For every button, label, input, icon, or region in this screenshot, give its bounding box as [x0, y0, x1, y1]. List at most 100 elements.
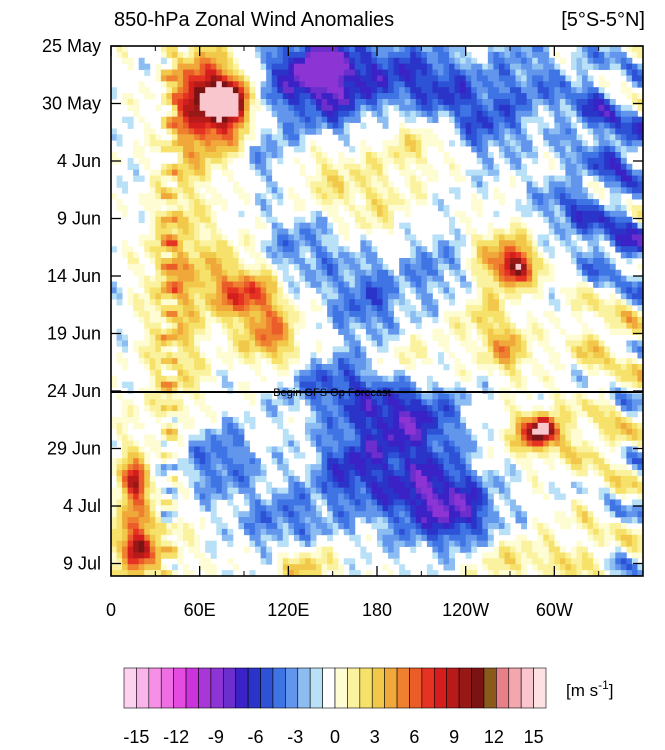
- field-cell: [570, 146, 577, 153]
- field-cell: [244, 122, 250, 129]
- field-cell: [620, 87, 627, 94]
- field-cell: [582, 69, 588, 76]
- field-cell: [576, 358, 583, 365]
- field-cell: [449, 316, 455, 324]
- field-cell: [288, 299, 295, 306]
- field-cell: [626, 163, 633, 171]
- field-cell: [293, 69, 300, 76]
- field-cell: [183, 240, 189, 247]
- field-cell: [138, 422, 145, 430]
- field-cell: [244, 322, 250, 330]
- field-cell: [343, 352, 350, 359]
- field-cell: [210, 428, 217, 436]
- field-cell: [144, 122, 151, 129]
- field-cell: [210, 222, 217, 229]
- field-cell: [338, 328, 345, 335]
- field-cell: [327, 193, 334, 200]
- field-cell: [593, 222, 600, 229]
- field-cell: [498, 152, 505, 159]
- field-cell: [127, 458, 134, 465]
- field-cell: [260, 99, 267, 106]
- field-cell: [460, 464, 467, 471]
- field-cell: [521, 258, 528, 265]
- field-cell: [631, 287, 638, 294]
- field-cell: [232, 110, 239, 118]
- field-cell: [471, 452, 478, 459]
- field-cell: [582, 346, 588, 353]
- field-cell: [404, 269, 411, 277]
- field-cell: [177, 175, 184, 182]
- field-cell: [316, 287, 322, 294]
- field-cell: [277, 316, 284, 324]
- field-cell: [432, 99, 439, 106]
- field-cell: [288, 287, 295, 294]
- field-cell: [465, 216, 472, 224]
- field-cell: [327, 234, 334, 241]
- field-cell: [316, 193, 322, 200]
- field-cell: [205, 364, 212, 371]
- field-cell: [288, 134, 295, 141]
- field-cell: [510, 375, 516, 383]
- field-cell: [598, 340, 605, 347]
- field-cell: [377, 340, 383, 347]
- field-cell: [410, 428, 417, 436]
- field-cell: [504, 464, 511, 471]
- field-cell: [620, 299, 627, 306]
- field-cell: [160, 375, 167, 383]
- field-cell: [205, 210, 212, 218]
- field-cell: [609, 122, 616, 129]
- field-cell: [343, 269, 350, 277]
- field-cell: [399, 122, 406, 129]
- field-cell: [127, 387, 134, 394]
- field-cell: [133, 163, 140, 171]
- field-cell: [393, 334, 400, 341]
- field-cell: [116, 393, 123, 400]
- field-cell: [487, 157, 494, 165]
- field-cell: [582, 352, 588, 359]
- field-cell: [582, 51, 588, 59]
- field-cell: [410, 405, 417, 412]
- field-cell: [493, 87, 500, 94]
- field-cell: [249, 93, 256, 100]
- field-cell: [521, 381, 528, 388]
- field-cell: [504, 405, 511, 412]
- field-cell: [221, 258, 228, 265]
- field-cell: [487, 281, 494, 288]
- field-cell: [221, 440, 228, 447]
- field-cell: [238, 305, 245, 312]
- field-cell: [216, 252, 223, 259]
- field-cell: [570, 157, 577, 165]
- field-cell: [188, 152, 195, 159]
- field-cell: [122, 210, 129, 218]
- field-cell: [194, 316, 201, 324]
- field-cell: [454, 87, 461, 94]
- field-cell: [288, 93, 295, 100]
- field-cell: [432, 440, 439, 447]
- field-cell: [221, 322, 228, 330]
- field-cell: [626, 422, 633, 430]
- field-cell: [620, 69, 627, 76]
- field-cell: [116, 140, 123, 147]
- field-cell: [260, 205, 267, 212]
- field-cell: [510, 51, 516, 59]
- field-cell: [615, 399, 622, 406]
- field-cell: [515, 263, 522, 271]
- field-cell: [593, 452, 600, 459]
- field-cell: [354, 464, 361, 471]
- field-cell: [460, 57, 467, 65]
- field-cell: [593, 140, 600, 147]
- field-cell: [598, 146, 605, 153]
- field-cell: [393, 322, 400, 330]
- field-cell: [371, 281, 378, 288]
- field-cell: [232, 57, 239, 65]
- field-cell: [537, 87, 544, 94]
- field-cell: [587, 222, 594, 229]
- field-cell: [515, 269, 522, 277]
- field-cell: [554, 93, 561, 100]
- field-cell: [620, 328, 627, 335]
- field-cell: [327, 110, 334, 118]
- field-cell: [576, 446, 583, 453]
- field-cell: [144, 340, 151, 347]
- field-cell: [360, 75, 367, 82]
- field-cell: [349, 110, 356, 118]
